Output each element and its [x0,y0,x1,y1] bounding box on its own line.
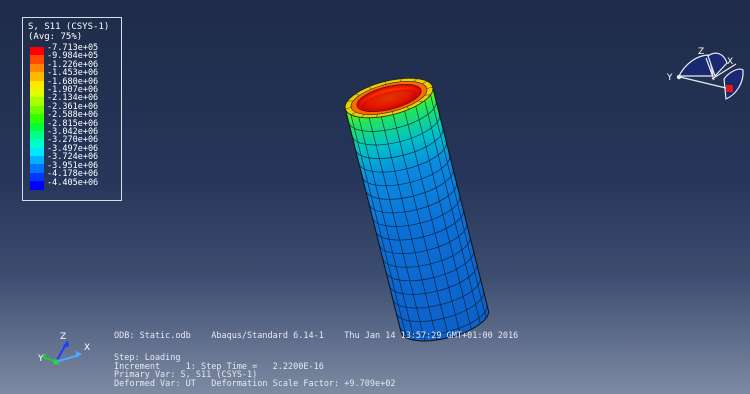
legend-swatch [30,72,44,81]
triad-z-label: Z [698,47,704,57]
legend-value: -3.042e+06 [47,127,99,138]
legend-value: -7.713e+05 [47,43,99,53]
legend-values: -7.713e+05 -9.984e+05 -1.226e+06 -1.453e+06… [47,44,98,187]
legend-swatch [30,130,44,140]
triad-x-label: X [727,57,733,67]
legend-value: -1.680e+06 [47,76,99,87]
increment-line: Increment 1: Step Time = 2.2200E-16 [114,361,324,372]
legend-swatch [30,47,44,56]
legend-value: -2.588e+06 [47,110,99,121]
odb-info-line: ODB: Static.odb Abaqus/Standard 6.14-1 T… [114,331,519,341]
view-triad-icon[interactable]: Y Z X [666,47,744,100]
step-line: Step: Loading [114,353,181,363]
legend-title: S, S11 (CSYS-1) [28,22,110,32]
deformed-var-line: Deformed Var: UT Deformation Scale Facto… [114,379,396,390]
legend-value: -3.951e+06 [47,160,99,171]
legend-swatch [30,105,44,115]
legend-swatch [30,55,44,64]
legend-swatch [30,88,44,98]
legend-swatch [30,147,44,157]
legend-value: -2.361e+06 [47,101,99,112]
legend-value: -3.724e+06 [47,152,99,163]
step-info: Step: Loading Increment 1: Step Time = 2… [114,354,395,389]
coordinate-axes-icon: Z X Y [37,332,90,365]
axes-x-label: X [84,343,90,353]
primary-var-line: Primary Var: S, S11 (CSYS-1) [114,370,258,381]
legend-value: -3.270e+06 [47,135,99,146]
axes-y-label: Y [37,354,44,364]
legend-swatch [30,172,44,182]
legend-swatch [30,181,44,190]
legend-box [22,17,122,201]
legend-swatch [30,114,44,123]
legend-value: -1.907e+06 [47,85,99,96]
legend-value: -1.226e+06 [47,59,99,70]
legend-swatch [30,80,44,89]
legend-value: -9.984e+05 [47,51,99,62]
axes-z-label: Z [60,332,66,342]
cylinder-model [344,77,490,349]
legend-swatch [30,63,44,73]
legend-value: -4.178e+06 [47,169,99,180]
legend-swatch [30,164,44,173]
legend-value: -4.405e+06 [47,177,99,188]
triad-y-label: Y [666,73,673,83]
legend-value: -1.453e+06 [47,68,99,79]
legend-value: -2.134e+06 [47,93,99,104]
legend-color-bar [30,47,44,190]
legend-swatch [30,122,44,131]
legend-value: -3.497e+06 [47,143,99,154]
legend-swatch [30,156,44,165]
legend-swatch [30,97,44,106]
legend-swatch [30,139,44,148]
legend-value: -2.815e+06 [47,118,99,129]
legend-averaging: (Avg: 75%) [28,32,83,42]
